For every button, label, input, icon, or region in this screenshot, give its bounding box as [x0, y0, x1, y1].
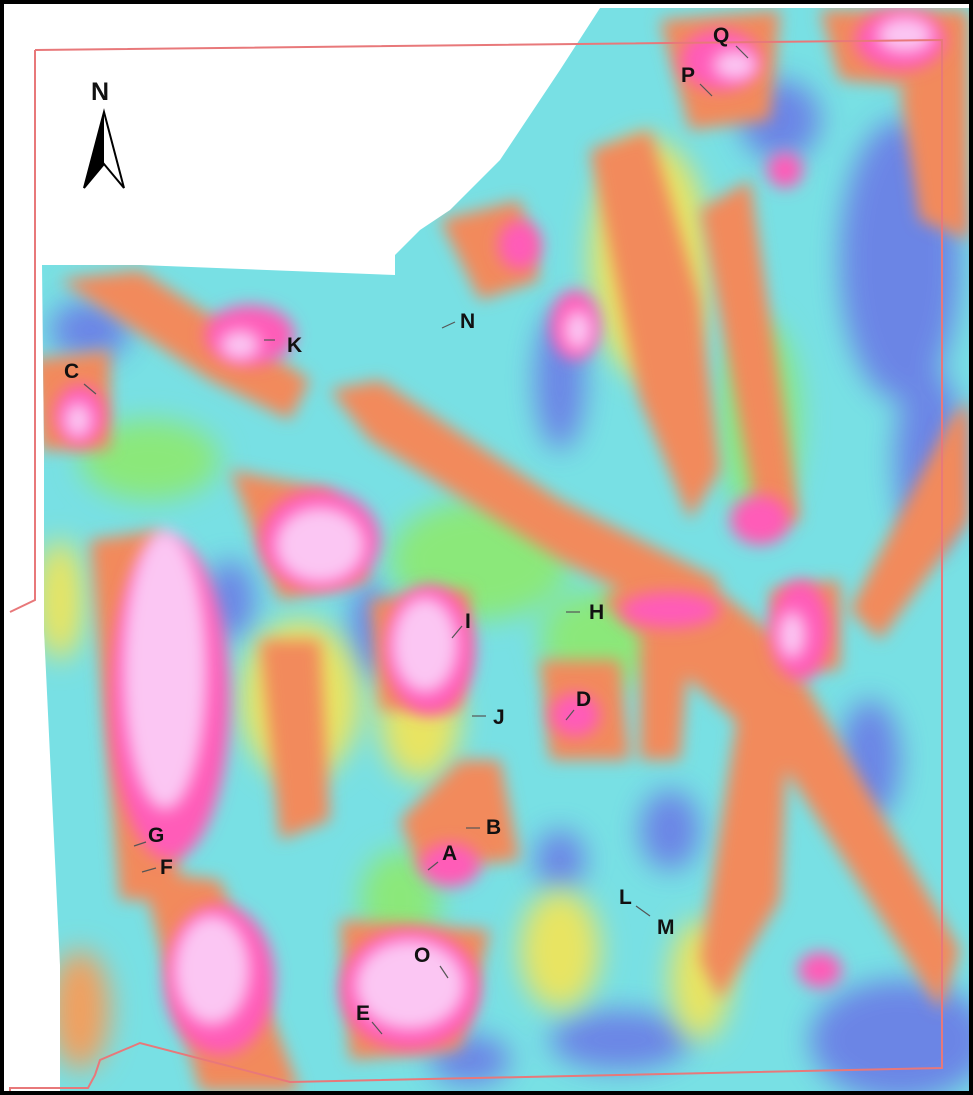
leader-lines [83, 45, 749, 1035]
survey-boundary-west [9, 50, 36, 613]
label-d: D [576, 688, 591, 711]
anomaly-labels: Q P N K C I H J D B A G F L M O E [64, 24, 729, 1025]
label-a: A [442, 842, 457, 865]
label-e: E [356, 1002, 370, 1025]
label-q: Q [713, 24, 729, 47]
label-f: F [160, 856, 173, 879]
label-n: N [460, 310, 475, 333]
north-arrow-letter: N [91, 78, 109, 106]
label-j: J [493, 706, 505, 729]
survey-boundary [9, 38, 943, 1091]
label-m: M [657, 916, 675, 939]
label-l: L [619, 886, 632, 909]
label-i: I [465, 610, 471, 633]
anomaly-grid [42, 8, 969, 1091]
label-o: O [414, 944, 430, 967]
label-c: C [64, 360, 79, 383]
label-b: B [486, 816, 501, 839]
label-k: K [287, 334, 302, 357]
label-g: G [148, 824, 164, 847]
label-p: P [681, 64, 695, 87]
north-arrow: N [83, 78, 125, 189]
map-canvas: N Q P N K C I H J D B A G F L [9, 8, 969, 1091]
label-h: H [589, 601, 604, 624]
